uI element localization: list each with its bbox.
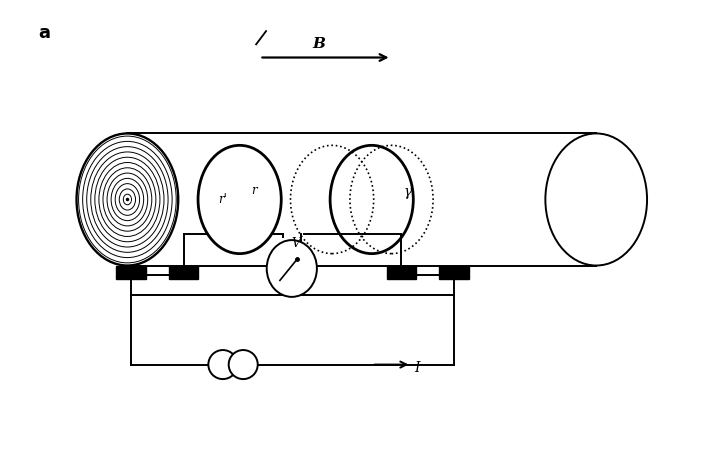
- Text: I: I: [414, 361, 420, 375]
- Ellipse shape: [87, 146, 168, 252]
- Text: a: a: [38, 24, 50, 42]
- Ellipse shape: [123, 194, 131, 205]
- Ellipse shape: [103, 168, 152, 231]
- Text: γ: γ: [404, 185, 412, 199]
- Ellipse shape: [99, 162, 156, 237]
- Bar: [440, 266, 469, 279]
- Ellipse shape: [107, 173, 148, 226]
- Ellipse shape: [119, 189, 136, 210]
- Ellipse shape: [115, 184, 140, 215]
- Ellipse shape: [111, 179, 143, 220]
- Ellipse shape: [267, 240, 317, 297]
- Text: B: B: [313, 37, 325, 51]
- Ellipse shape: [198, 146, 281, 253]
- Text: r: r: [252, 184, 257, 197]
- Ellipse shape: [77, 133, 179, 266]
- Text: r': r': [219, 193, 227, 206]
- Circle shape: [229, 350, 257, 379]
- Bar: [168, 266, 199, 279]
- Circle shape: [209, 350, 237, 379]
- Ellipse shape: [91, 152, 164, 247]
- Text: V: V: [291, 237, 300, 250]
- Bar: [386, 266, 417, 279]
- Ellipse shape: [546, 133, 647, 266]
- Ellipse shape: [82, 141, 172, 258]
- Ellipse shape: [95, 157, 160, 242]
- Bar: [116, 266, 146, 279]
